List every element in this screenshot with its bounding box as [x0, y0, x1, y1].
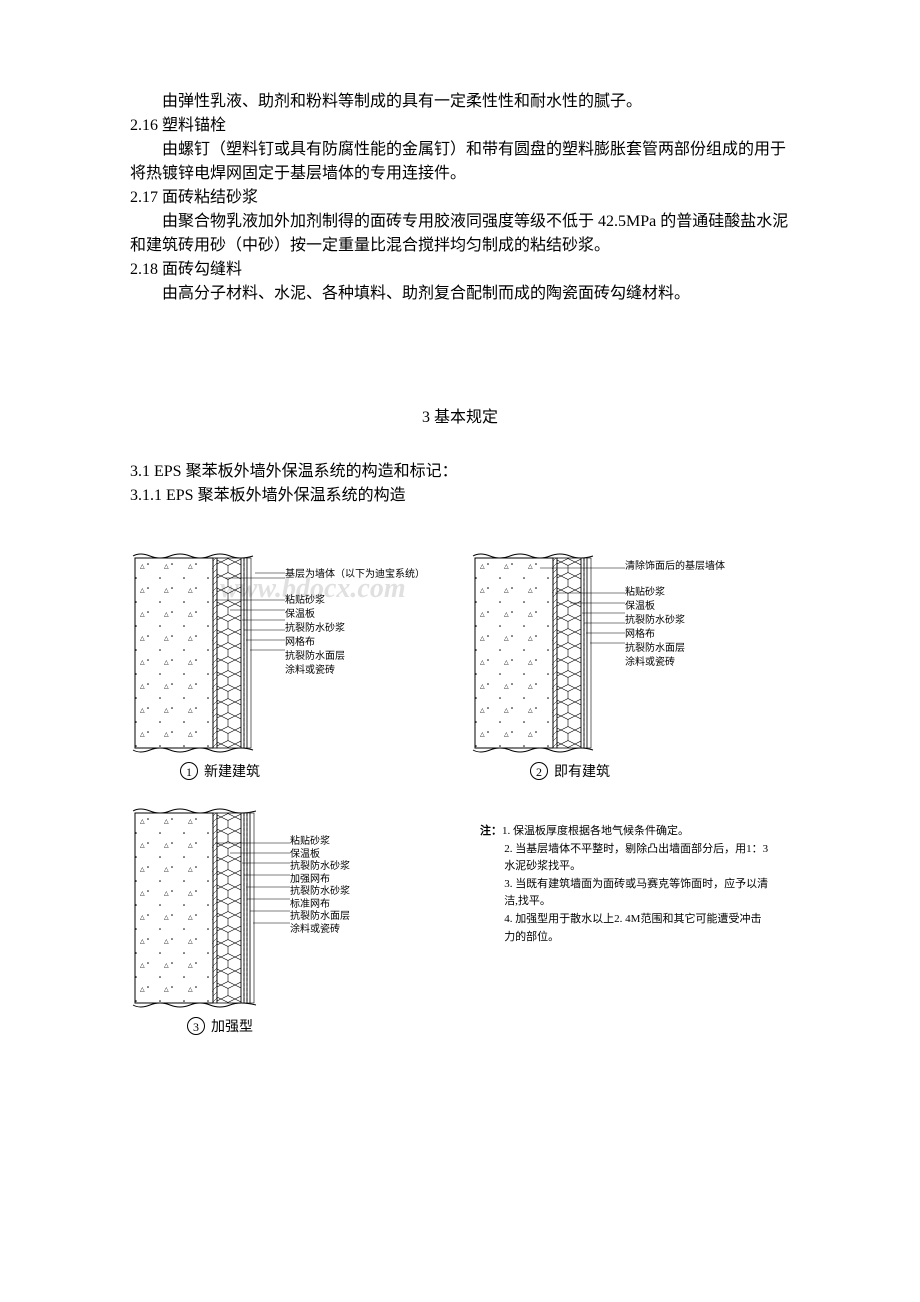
diag2-label-3: 网格布: [625, 628, 685, 642]
note-4: 4. 加强型用于散水以上2. 4M范围和其它可能遭受冲击力的部位。: [480, 911, 770, 946]
diag3-label-7: 涂料或瓷砖: [290, 924, 350, 937]
def-217-heading: 2.17 面砖粘结砂浆: [130, 186, 790, 210]
note-1: 1. 保温板厚度根据各地气候条件确定。: [502, 825, 689, 837]
diag2-top-label: 清除饰面后的基层墙体: [625, 560, 725, 574]
def-215-intro: 由弹性乳液、助剂和粉料等制成的具有一定柔性性和耐水性的腻子。: [130, 90, 790, 114]
diag3-label-0: 粘贴砂浆: [290, 836, 350, 849]
note-2: 2. 当基层墙体不平整时，剔除凸出墙面部分后，用1：3水泥砂浆找平。: [480, 841, 770, 876]
diag1-label-5: 涂料或瓷砖: [285, 664, 345, 678]
note-3: 3. 当既有建筑墙面为面砖或马赛克等饰面时，应予以清洁,找平。: [480, 876, 770, 911]
diag1-label-4: 抗裂防水面层: [285, 650, 345, 664]
diag2-label-1: 保温板: [625, 600, 685, 614]
chapter-3-title: 3 基本规定: [130, 406, 790, 430]
def-217-text: 由聚合物乳液加外加剂制得的面砖专用胶液同强度等级不低于 42.5MPa 的普通硅…: [130, 210, 790, 258]
diagram-container: www.bdocx.com △: [130, 548, 790, 1038]
diag2-label-5: 涂料或瓷砖: [625, 656, 685, 670]
section-3-1: 3.1 EPS 聚苯板外墙外保温系统的构造和标记：: [130, 460, 790, 484]
diag1-label-0: 粘贴砂浆: [285, 594, 345, 608]
diag2-num-icon: 2: [530, 762, 548, 780]
diag3-num-icon: 3: [187, 1017, 205, 1035]
def-216-text: 由螺钉（塑料钉或具有防腐性能的金属钉）和带有圆盘的塑料膨胀套管两部份组成的用于将…: [130, 138, 790, 186]
diag1-num-icon: 1: [180, 762, 198, 780]
def-218-text: 由高分子材料、水泥、各种填料、助剂复合配制而成的陶瓷面砖勾缝材料。: [130, 282, 790, 306]
diag3-title: 加强型: [211, 1020, 253, 1035]
diag1-title: 新建建筑: [204, 765, 260, 780]
diagram-1: △: [130, 548, 430, 783]
diag2-label-0: 粘贴砂浆: [625, 586, 685, 600]
diag3-label-2: 抗裂防水砂浆: [290, 861, 350, 874]
section-3-1-1: 3.1.1 EPS 聚苯板外墙外保温系统的构造: [130, 484, 790, 508]
diagram-3: 粘贴砂浆 保温板 抗裂防水砂浆 加强网布 抗裂防水砂浆 标准网布 抗裂防水面层 …: [130, 803, 430, 1038]
diag1-top-label: 基层为墙体（以下为迪宝系统）: [285, 568, 425, 582]
diag3-label-4: 抗裂防水砂浆: [290, 886, 350, 899]
diag3-label-3: 加强网布: [290, 874, 350, 887]
def-218-heading: 2.18 面砖勾缝料: [130, 258, 790, 282]
diag3-label-1: 保温板: [290, 849, 350, 862]
diag1-label-1: 保温板: [285, 608, 345, 622]
diag1-label-3: 网格布: [285, 636, 345, 650]
notes-label: 注：: [480, 825, 502, 837]
diag2-label-2: 抗裂防水砂浆: [625, 614, 685, 628]
notes-block: 注：1. 保温板厚度根据各地气候条件确定。 2. 当基层墙体不平整时，剔除凸出墙…: [470, 803, 770, 1038]
diag2-label-4: 抗裂防水面层: [625, 642, 685, 656]
diagram-2: 清除饰面后的基层墙体 粘贴砂浆 保温板 抗裂防水砂浆 网格布 抗裂防水面层 涂料…: [470, 548, 770, 783]
diag3-label-5: 标准网布: [290, 899, 350, 912]
diag1-label-2: 抗裂防水砂浆: [285, 622, 345, 636]
diag2-title: 即有建筑: [554, 765, 610, 780]
diag3-label-6: 抗裂防水面层: [290, 911, 350, 924]
def-216-heading: 2.16 塑料锚栓: [130, 114, 790, 138]
